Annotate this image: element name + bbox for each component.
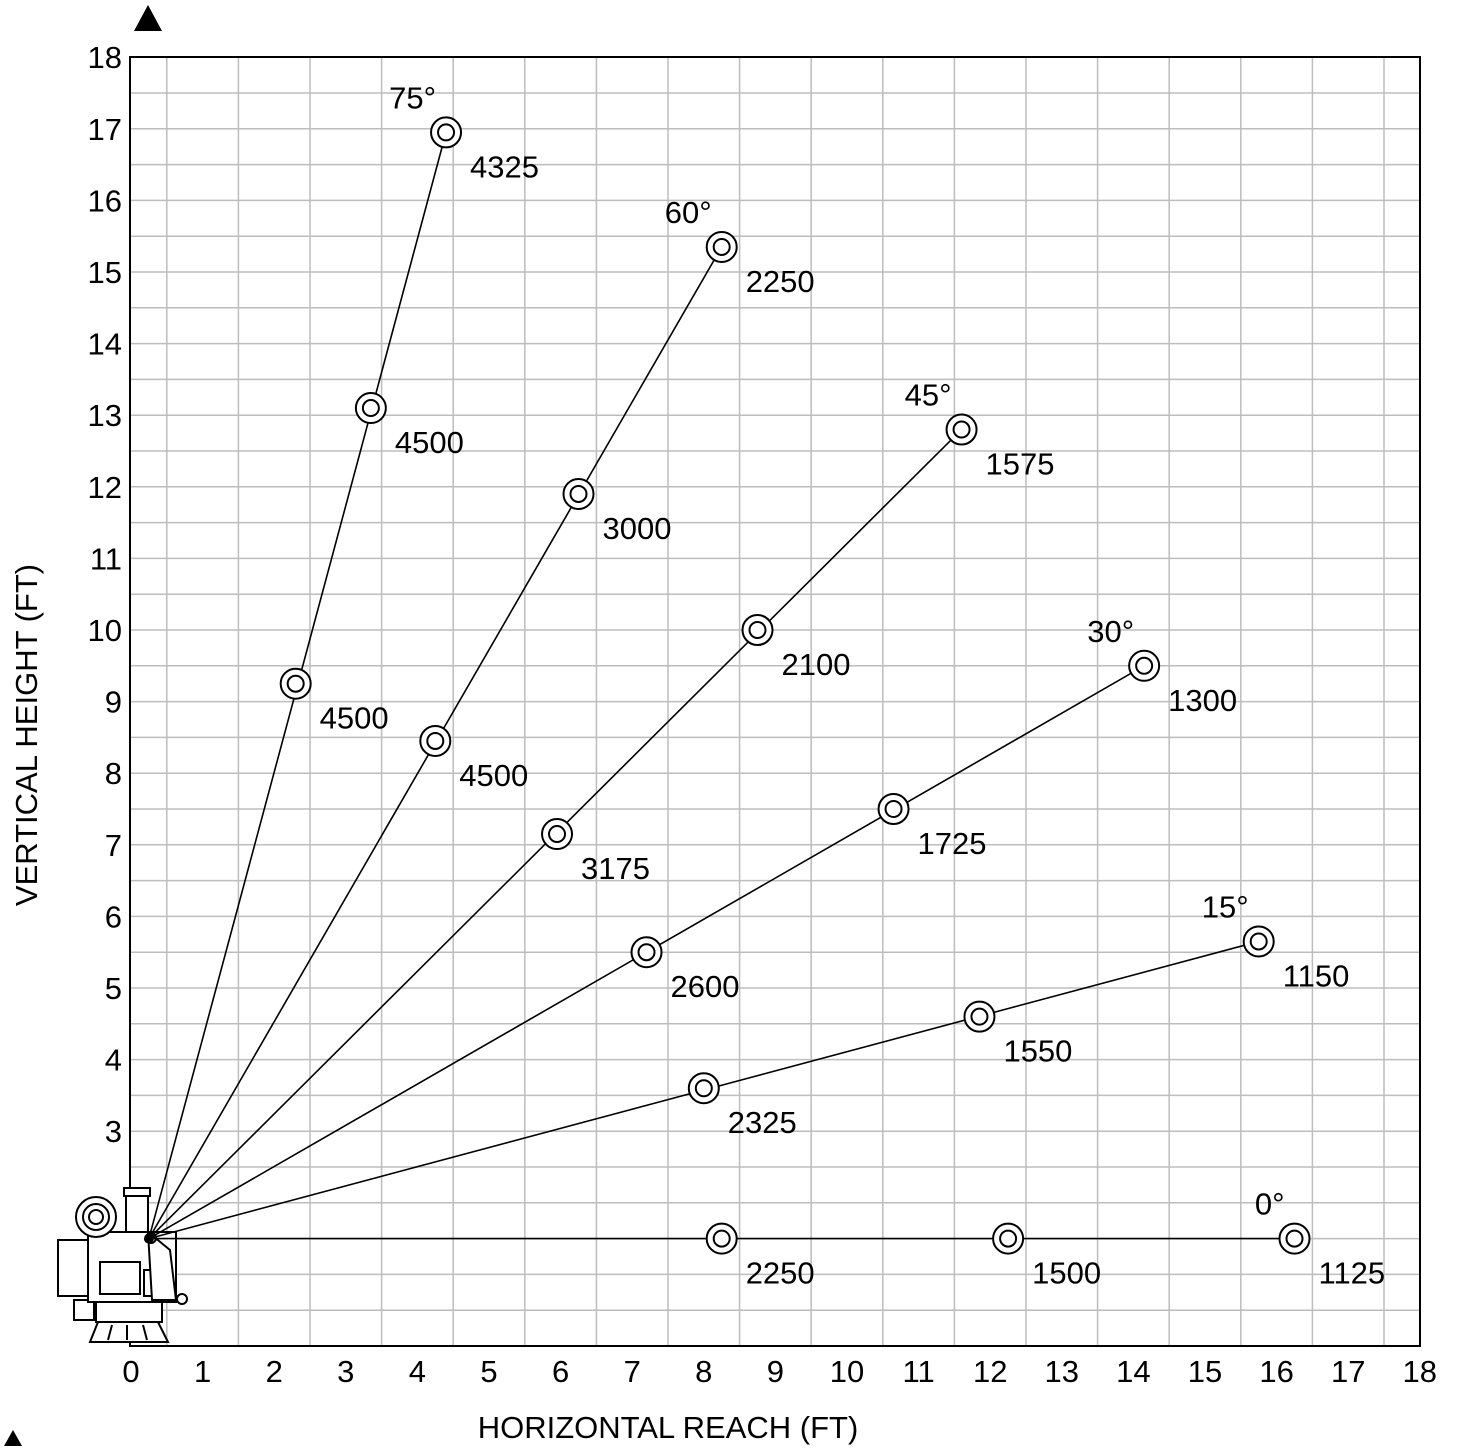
y-tick-label: 17 (88, 112, 122, 147)
load-capacity-label: 4500 (459, 758, 528, 793)
load-capacity-label: 1500 (1032, 1256, 1101, 1291)
load-point-inner (712, 237, 731, 256)
boom-angle-label: 75° (389, 80, 436, 115)
grid (130, 57, 1420, 1346)
load-point-inner (1285, 1229, 1304, 1248)
x-tick-label: 4 (409, 1354, 426, 1389)
load-point-inner (1249, 932, 1268, 951)
load-capacity-label: 1125 (1319, 1256, 1386, 1291)
boom-lines (148, 132, 1295, 1240)
point-labels: 4500 4500 4325 75° 4500 3000 2250 60° 3175 2100 15… (320, 80, 1385, 1290)
load-capacity-label: 1575 (986, 447, 1055, 482)
bottom-arrow-marker (4, 1430, 22, 1446)
load-point-inner (361, 399, 380, 418)
x-tick-label: 5 (480, 1354, 497, 1389)
load-capacity-label: 2325 (728, 1105, 797, 1140)
load-capacity-label: 1725 (918, 826, 987, 861)
load-point-inner (637, 943, 656, 962)
y-tick-label: 9 (105, 685, 122, 720)
x-tick-label: 3 (337, 1354, 354, 1389)
boom-angle-label: 30° (1087, 614, 1134, 649)
y-tick-label: 11 (90, 541, 122, 576)
load-capacity-label: 4500 (320, 701, 389, 736)
load-capacity-label: 2100 (782, 647, 851, 682)
y-tick-label: 4 (105, 1043, 122, 1078)
tick-labels: 0 1 2 3 4 5 6 7 8 9 10 11 12 13 14 15 16 17 18345678910111… (88, 40, 1438, 1389)
x-tick-label: 2 (266, 1354, 283, 1389)
x-tick-label: 0 (122, 1354, 139, 1389)
load-point-inner (748, 621, 767, 639)
x-tick-label: 14 (1116, 1354, 1150, 1389)
load-point-inner (426, 731, 445, 750)
x-tick-label: 15 (1188, 1354, 1222, 1389)
x-tick-label: 13 (1045, 1354, 1079, 1389)
load-capacity-label: 4325 (470, 149, 539, 184)
x-tick-label: 12 (973, 1354, 1007, 1389)
y-tick-label: 5 (105, 971, 122, 1006)
load-capacity-label: 1300 (1168, 683, 1237, 718)
boom-angle-label: 15° (1202, 889, 1249, 924)
y-axis-title: VERTICAL HEIGHT (FT) (9, 564, 44, 906)
y-tick-label: 15 (88, 255, 122, 290)
x-tick-label: 16 (1259, 1354, 1293, 1389)
y-tick-label: 6 (105, 899, 122, 934)
load-capacity-label: 3175 (581, 851, 650, 886)
y-tick-label: 16 (88, 183, 122, 218)
load-capacity-label: 3000 (603, 511, 672, 546)
x-tick-label: 10 (830, 1354, 864, 1389)
load-point-inner (970, 1007, 989, 1026)
machine-illustration (57, 1187, 188, 1343)
load-capacity-label: 2250 (746, 264, 815, 299)
load-point-inner (437, 123, 456, 142)
load-point-inner (548, 825, 567, 844)
y-tick-label: 3 (105, 1114, 122, 1149)
boom-angle-label: 0° (1255, 1187, 1285, 1222)
load-point-inner (286, 674, 305, 693)
load-capacity-label: 1150 (1283, 958, 1350, 993)
top-arrow-marker (134, 5, 162, 31)
y-tick-label: 13 (88, 398, 122, 433)
x-tick-label: 8 (695, 1354, 712, 1389)
boom-pivot (143, 1233, 154, 1244)
load-point-inner (694, 1079, 713, 1098)
load-capacity-label: 1550 (1003, 1034, 1072, 1069)
x-tick-label: 17 (1331, 1354, 1365, 1389)
boom-angle-label: 45° (905, 378, 952, 413)
load-capacity-label: 2600 (671, 969, 740, 1004)
y-tick-label: 18 (88, 40, 122, 75)
x-tick-label: 6 (552, 1354, 569, 1389)
load-point-inner (952, 420, 971, 439)
plot-frame (129, 56, 1421, 1347)
load-point-inner (712, 1229, 731, 1248)
y-tick-label: 7 (105, 828, 122, 863)
y-tick-label: 14 (88, 327, 122, 362)
y-tick-label: 8 (105, 756, 122, 791)
boom-angle-label: 60° (665, 195, 712, 230)
x-tick-label: 7 (624, 1354, 641, 1389)
load-point-inner (1135, 656, 1154, 675)
load-point-inner (999, 1229, 1018, 1248)
y-tick-label: 10 (88, 613, 122, 648)
load-point-inner (569, 484, 588, 503)
x-tick-label: 18 (1403, 1354, 1437, 1389)
x-tick-label: 9 (767, 1354, 784, 1389)
x-axis-title: HORIZONTAL REACH (FT) (478, 1410, 859, 1445)
load-capacity-label: 4500 (395, 425, 464, 460)
y-tick-label: 12 (88, 470, 122, 505)
x-tick-label: 1 (194, 1354, 211, 1389)
x-tick-label: 11 (903, 1354, 935, 1389)
load-point-inner (884, 800, 903, 818)
load-points (143, 116, 1311, 1255)
load-capacity-label: 2250 (746, 1256, 815, 1291)
